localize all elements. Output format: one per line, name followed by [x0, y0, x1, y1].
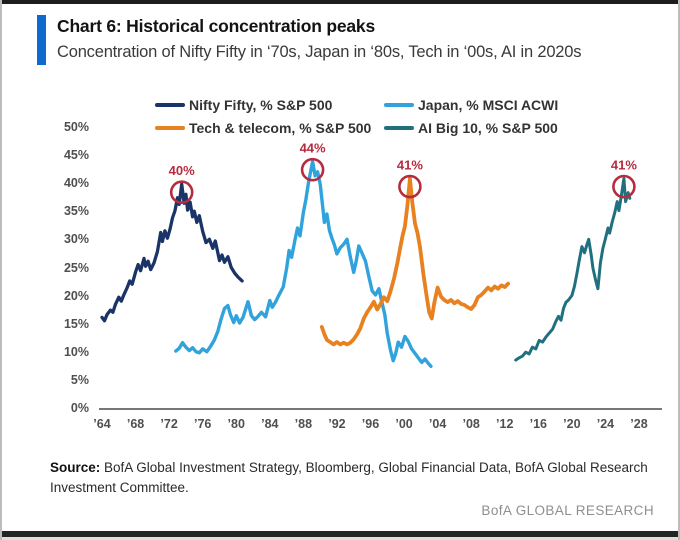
peak-circle: [300, 157, 325, 182]
chart-title: Chart 6: Historical concentration peaks: [57, 16, 375, 36]
x-tick-label: ’72: [160, 417, 178, 431]
legend-swatch-tech-telecom: [155, 125, 185, 131]
y-tick-label: 35%: [63, 204, 89, 219]
peak-label: 40%: [169, 163, 195, 178]
y-tick-label: 30%: [63, 232, 89, 247]
source-label: Source:: [50, 460, 101, 475]
x-tick-label: ’80: [227, 417, 245, 431]
x-tick-label: ’64: [93, 417, 111, 431]
x-tick-label: ’08: [462, 417, 480, 431]
y-tick-label: 45%: [63, 148, 89, 163]
legend-swatch-ai-big-10: [384, 125, 414, 131]
legend-label-ai-big-10: AI Big 10, % S&P 500: [418, 120, 558, 136]
x-tick-label: ’28: [630, 417, 648, 431]
y-tick-label: 0%: [70, 401, 89, 415]
legend-label-tech-telecom: Tech & telecom, % S&P 500: [189, 120, 372, 136]
series-line-ai-big-10: [514, 177, 632, 362]
source-text-line2: Investment Committee.: [50, 480, 189, 495]
bottom-border-strip: [2, 531, 678, 537]
y-tick-label: 10%: [63, 344, 89, 359]
chart-subtitle: Concentration of Nifty Fifty in ‘70s, Ja…: [57, 43, 582, 61]
x-tick-label: ’00: [395, 417, 413, 431]
peak-circle: [398, 174, 422, 199]
y-axis: 0% 5% 10% 15% 20% 25% 30% 35% 40% 45% 50%: [32, 0, 89, 540]
peak-label: 41%: [397, 158, 423, 173]
legend-item-japan: Japan, % MSCI ACWI: [384, 97, 558, 113]
series-line-tech-telecom: [319, 176, 511, 347]
legend-item-tech-telecom: Tech & telecom, % S&P 500: [155, 120, 371, 136]
source-block: Source: BofA Global Investment Strategy,…: [50, 458, 658, 498]
y-tick-label: 50%: [63, 120, 89, 134]
x-tick-label: ’96: [361, 417, 380, 431]
x-tick-label: ’24: [596, 417, 615, 431]
x-tick-label: ’16: [529, 417, 547, 431]
y-tick-label: 20%: [63, 288, 89, 303]
series-line-nifty-fifty: [100, 182, 244, 323]
x-tick-label: ’12: [496, 417, 514, 431]
top-border-strip: [2, 0, 678, 4]
branding-text: BofA GLOBAL RESEARCH: [481, 503, 654, 518]
legend-item-nifty-fifty: Nifty Fifty, % S&P 500: [155, 97, 332, 113]
y-tick-label: 15%: [63, 316, 89, 331]
y-tick-label: 25%: [63, 260, 89, 275]
x-tick-label: ’88: [294, 417, 313, 431]
series-line-japan: [174, 159, 433, 368]
x-axis: ’64 ’68 ’72 ’76 ’80 ’84 ’88 ’92 ’96 ’00 ’04 ’08 ’12 ’…: [2, 417, 678, 435]
bottom-gray-strip: [2, 537, 678, 540]
title-accent-bar: [37, 15, 46, 65]
x-tick-label: ’20: [563, 417, 581, 431]
legend-swatch-japan: [384, 102, 414, 108]
legend-swatch-nifty-fifty: [155, 102, 185, 108]
legend-label-nifty-fifty: Nifty Fifty, % S&P 500: [189, 97, 333, 113]
peak-label: 41%: [611, 158, 637, 173]
y-tick-label: 40%: [63, 176, 89, 191]
source-text-line1: BofA Global Investment Strategy, Bloombe…: [100, 460, 648, 475]
x-tick-label: ’92: [328, 417, 346, 431]
legend-item-ai-big-10: AI Big 10, % S&P 500: [384, 120, 558, 136]
x-tick-label: ’04: [428, 417, 447, 431]
peak-circle: [169, 180, 194, 204]
y-tick-label: 5%: [70, 372, 89, 387]
x-tick-label: ’68: [126, 417, 145, 431]
x-axis-line: [99, 408, 662, 411]
x-tick-label: ’76: [193, 417, 212, 431]
legend-label-japan: Japan, % MSCI ACWI: [418, 97, 559, 113]
x-tick-label: ’84: [261, 417, 279, 431]
peak-label: 44%: [300, 141, 326, 156]
peak-circle: [612, 174, 636, 199]
